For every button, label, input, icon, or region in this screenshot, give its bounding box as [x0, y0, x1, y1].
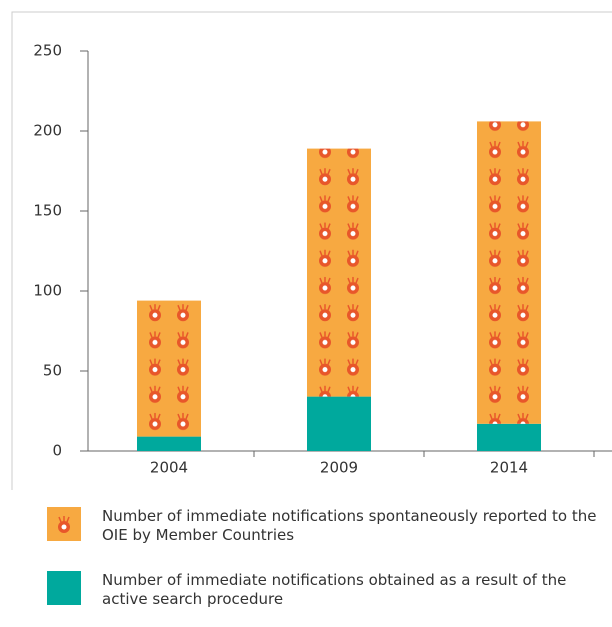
bar-segment — [307, 148, 371, 397]
legend-label: Number of immediate notifications obtain… — [102, 571, 567, 608]
y-tick-label: 50 — [43, 362, 62, 380]
y-tick-label: 100 — [33, 282, 62, 300]
bar-segment — [137, 436, 201, 451]
bar-segment — [137, 300, 201, 437]
legend-label: Number of immediate notifications sponta… — [102, 507, 597, 544]
x-tick-label: 2014 — [490, 459, 528, 477]
y-tick-label: 250 — [33, 42, 62, 60]
y-tick-label: 0 — [52, 442, 62, 460]
legend-item: Number of immediate notifications sponta… — [47, 507, 612, 545]
chart: 0 50 100 150 200 250 2004 2009 2014 — [11, 11, 612, 490]
bar-segment — [307, 396, 371, 451]
bar-segment — [477, 423, 541, 451]
x-tick-label: 2004 — [150, 459, 188, 477]
legend-item: Number of immediate notifications obtain… — [47, 571, 612, 609]
y-tick-label: 150 — [33, 202, 62, 220]
frame — [11, 11, 612, 490]
legend-swatch — [47, 571, 81, 605]
bar-segment — [477, 121, 541, 424]
x-tick-label: 2009 — [320, 459, 358, 477]
legend-swatch — [47, 507, 81, 541]
y-tick-label: 200 — [33, 122, 62, 140]
